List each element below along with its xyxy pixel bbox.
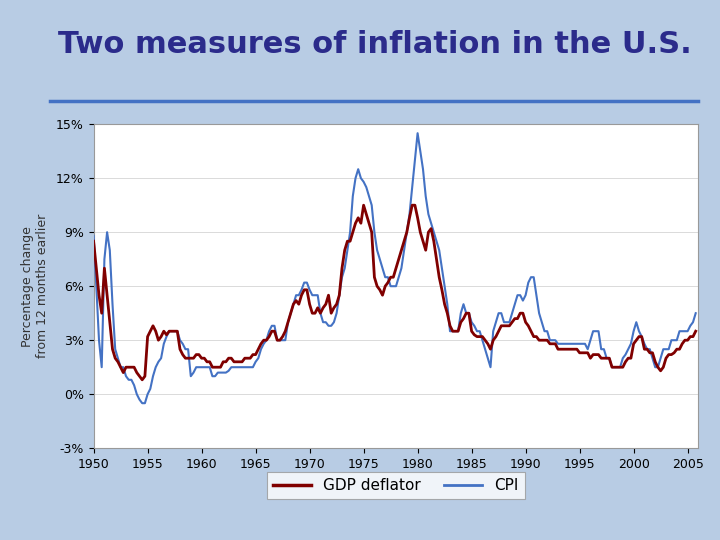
CPI bbox=[146, 386, 155, 392]
GDP deflator bbox=[359, 202, 368, 208]
CPI bbox=[680, 328, 689, 334]
GDP deflator bbox=[89, 238, 98, 245]
Y-axis label: Percentage change
from 12 months earlier: Percentage change from 12 months earlier bbox=[21, 214, 49, 359]
Text: Two measures of inflation in the U.S.: Two measures of inflation in the U.S. bbox=[58, 30, 691, 59]
GDP deflator bbox=[416, 229, 425, 235]
Line: GDP deflator: GDP deflator bbox=[94, 205, 696, 380]
GDP deflator bbox=[146, 328, 155, 334]
GDP deflator bbox=[691, 328, 700, 334]
CPI bbox=[138, 400, 147, 407]
GDP deflator bbox=[135, 373, 144, 380]
CPI bbox=[89, 233, 98, 239]
CPI bbox=[224, 368, 233, 374]
CPI bbox=[416, 148, 425, 154]
GDP deflator bbox=[138, 376, 147, 383]
CPI bbox=[413, 130, 422, 137]
GDP deflator bbox=[680, 337, 689, 343]
CPI bbox=[467, 319, 476, 326]
GDP deflator bbox=[224, 355, 233, 361]
CPI bbox=[135, 396, 144, 403]
Line: CPI: CPI bbox=[94, 133, 696, 403]
Legend: GDP deflator, CPI: GDP deflator, CPI bbox=[267, 472, 525, 500]
GDP deflator bbox=[467, 328, 476, 334]
CPI bbox=[691, 310, 700, 316]
